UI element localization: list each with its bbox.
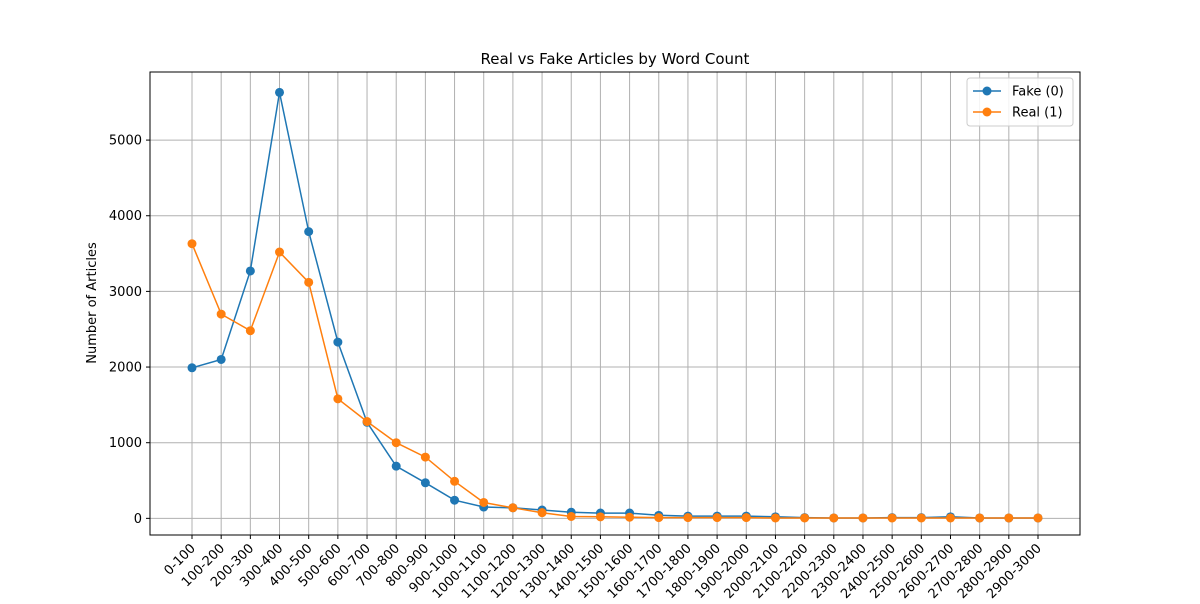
data-point-real [216, 309, 226, 319]
data-point-real [800, 513, 810, 523]
data-point-fake [391, 461, 401, 471]
chart-title: Real vs Fake Articles by Word Count [481, 50, 750, 68]
data-point-real [595, 512, 605, 522]
data-point-fake [420, 478, 430, 488]
series-real [187, 239, 1043, 523]
data-point-real [508, 503, 518, 513]
data-point-real [245, 326, 255, 336]
data-point-fake [275, 87, 285, 97]
data-point-real [625, 512, 635, 522]
data-point-real [362, 417, 372, 427]
legend-marker-real [982, 107, 992, 117]
data-point-real [391, 438, 401, 448]
data-point-real [683, 513, 693, 523]
grid [150, 72, 1080, 535]
series-line-fake [191, 92, 1038, 519]
data-point-real [333, 394, 343, 404]
data-point-real [975, 513, 985, 523]
data-point-real [1033, 513, 1043, 523]
legend-box [966, 77, 1074, 127]
plot-frame [149, 71, 1081, 536]
data-point-real [916, 513, 926, 523]
legend-label-fake: Fake (0) [1012, 85, 1064, 100]
data-point-real [479, 497, 489, 507]
data-point-real [741, 513, 751, 523]
y-tick-label: 4000 [109, 209, 142, 224]
data-point-fake [245, 266, 255, 276]
data-point-real [1004, 513, 1014, 523]
data-point-real [304, 277, 314, 287]
data-point-fake [216, 354, 226, 364]
data-point-real [275, 247, 285, 257]
legend-marker-fake [982, 86, 992, 96]
data-point-real [450, 476, 460, 486]
data-point-real [829, 513, 839, 523]
y-tick-label: 0 [134, 512, 142, 527]
data-point-fake [450, 495, 460, 505]
axes: 0-100100-200200-300300-400400-500500-600… [109, 71, 1081, 602]
y-axis-label: Number of Articles [85, 242, 100, 364]
legend-label-real: Real (1) [1012, 106, 1063, 121]
data-point-real [654, 513, 664, 523]
legend: Fake (0) Real (1) [966, 77, 1074, 127]
data-point-real [945, 513, 955, 523]
data-point-real [858, 513, 868, 523]
series-line-real [191, 243, 1038, 519]
data-point-real [770, 513, 780, 523]
data-point-real [566, 511, 576, 521]
data-point-real [187, 239, 197, 249]
data-point-real [420, 452, 430, 462]
series-fake [187, 87, 1043, 523]
data-point-fake [333, 337, 343, 347]
data-point-fake [304, 227, 314, 237]
y-tick-label: 3000 [109, 285, 142, 300]
data-point-real [887, 513, 897, 523]
data-point-real [712, 513, 722, 523]
data-point-real [537, 508, 547, 518]
y-tick-label: 2000 [109, 361, 142, 376]
series-group [187, 87, 1043, 523]
y-tick-label: 1000 [109, 436, 142, 451]
data-point-fake [187, 363, 197, 373]
y-tick-label: 5000 [109, 134, 142, 149]
